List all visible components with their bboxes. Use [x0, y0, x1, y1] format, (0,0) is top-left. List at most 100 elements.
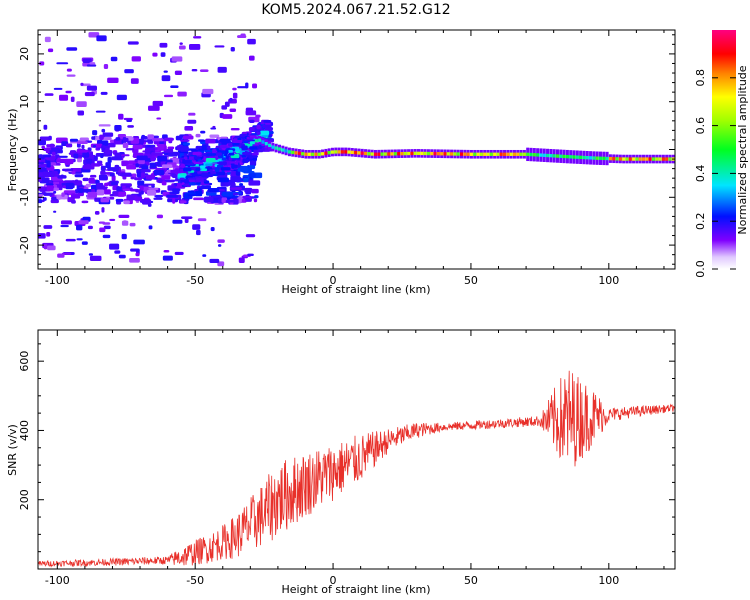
spectrogram-cell: [81, 144, 85, 150]
spectrogram-cell: [121, 220, 129, 226]
spectrogram-cell: [201, 168, 208, 172]
spectrogram-cell: [264, 141, 268, 146]
spectrogram-cell: [81, 200, 89, 204]
spectrogram-cell: [214, 167, 220, 172]
spectrogram-cell: [66, 182, 74, 188]
spectrogram-cell: [400, 151, 404, 156]
spectrogram-cell: [64, 161, 71, 166]
spectrogram-cell: [93, 155, 98, 160]
spectrogram-cell: [204, 150, 214, 153]
spectrogram-cell: [205, 138, 216, 144]
spectrogram-cell: [126, 119, 133, 122]
spectrogram-cell: [114, 250, 121, 254]
spectrogram-cell: [188, 182, 196, 186]
spectrogram-cell: [582, 155, 586, 160]
spectrogram-cell: [188, 156, 196, 160]
spectrogram-cell: [85, 183, 92, 188]
spectrogram-cell: [589, 156, 593, 160]
spectrogram-cell: [254, 195, 259, 199]
spectrogram-cell: [98, 174, 108, 181]
spectrogram-cell: [256, 124, 261, 130]
spectrogram-cell: [131, 56, 141, 62]
spectrogram-cell: [387, 152, 391, 156]
spectrogram-cell: [214, 45, 225, 48]
spectrogram-cell: [203, 197, 214, 203]
spectrogram-cell: [96, 189, 105, 196]
spectrogram-cell: [42, 147, 52, 151]
spectrogram-cell: [107, 77, 119, 84]
spectrogram-cell: [222, 114, 233, 119]
spectrogram-cell: [103, 225, 111, 230]
spectrogram-cell: [249, 165, 256, 170]
spectrogram-cell: [635, 157, 639, 161]
spectrogram-cell: [78, 188, 84, 194]
spectrogram-cell: [559, 154, 563, 158]
spectrogram-cell: [161, 75, 171, 82]
spectrogram-cell: [39, 177, 50, 184]
spectrogram-cell: [193, 36, 202, 39]
spectrogram-cell: [628, 157, 632, 161]
spectrogram-cell: [595, 156, 599, 160]
spectrogram-cell: [172, 197, 176, 204]
spectrogram-cell: [245, 110, 257, 116]
spectrogram-cell: [397, 152, 401, 156]
x-tick-label: -50: [186, 274, 204, 287]
spectrogram-cell: [246, 136, 250, 140]
spectrogram-cell: [546, 153, 550, 158]
x-tick-label: 100: [598, 274, 619, 287]
spectrogram-cell: [205, 163, 213, 167]
spectrogram-cell: [121, 154, 130, 157]
spectrogram-cell: [103, 189, 111, 195]
y-tick-label: 10: [18, 95, 31, 109]
colorbar-tick-label: 0.2: [694, 212, 707, 230]
spectrogram-cell: [460, 152, 464, 156]
spectrogram-cell: [182, 135, 194, 140]
spectrogram-cell: [179, 177, 185, 181]
spectrogram-cell: [164, 137, 174, 141]
spectrogram-cell: [72, 194, 79, 199]
spectrogram-cell: [49, 143, 55, 148]
spectrogram-cell: [137, 180, 145, 186]
spectrogram-cell: [87, 191, 98, 198]
spectrogram-cell: [648, 157, 652, 161]
spectrogram-cell: [486, 152, 490, 156]
spectrogram-cell: [383, 152, 387, 156]
spectrogram-cell: [241, 155, 247, 158]
spectrogram-cell: [119, 172, 132, 177]
spectrogram-cell: [53, 210, 57, 213]
spectrogram-cell: [241, 198, 246, 203]
spectrogram-cell: [46, 185, 54, 192]
spectrogram-cell: [463, 152, 467, 156]
spectrogram-cell: [311, 152, 315, 156]
spectrogram-cell: [82, 58, 92, 64]
spectrogram-cell: [211, 99, 215, 102]
spectrogram-cell: [115, 137, 121, 141]
spectrogram-cell: [111, 175, 116, 181]
spectrogram-cell: [56, 194, 68, 200]
spectrogram-cell: [651, 157, 655, 161]
spectrogram-cell: [297, 151, 301, 155]
spectrogram-cell: [229, 108, 237, 112]
spectrogram-cell: [47, 245, 56, 251]
spectrogram-cell: [243, 177, 249, 183]
spectrogram-cell: [107, 156, 112, 163]
spectrogram-cell: [212, 148, 217, 154]
spectrogram-cell: [148, 225, 153, 230]
spectrogram-cell: [217, 239, 225, 243]
x-tick-label: 50: [464, 274, 478, 287]
spectrogram-cell: [217, 244, 222, 247]
spectrogram-cell: [254, 139, 258, 143]
spectrogram-cell: [178, 45, 186, 50]
spectrogram-cell: [245, 82, 249, 89]
x-tick-label: -100: [45, 574, 70, 587]
spectrogram-cell: [53, 87, 63, 90]
spectrogram-cell: [157, 155, 168, 162]
spectrogram-cell: [625, 157, 629, 161]
spectrogram-cell: [210, 226, 215, 232]
spectrogram-cell: [65, 90, 72, 94]
spectrogram-cell: [555, 154, 559, 158]
spectrogram-cell: [446, 152, 450, 156]
x-tick-label: -100: [45, 274, 70, 287]
spectrogram-cell: [256, 131, 261, 135]
spectrogram-cell: [575, 155, 579, 159]
